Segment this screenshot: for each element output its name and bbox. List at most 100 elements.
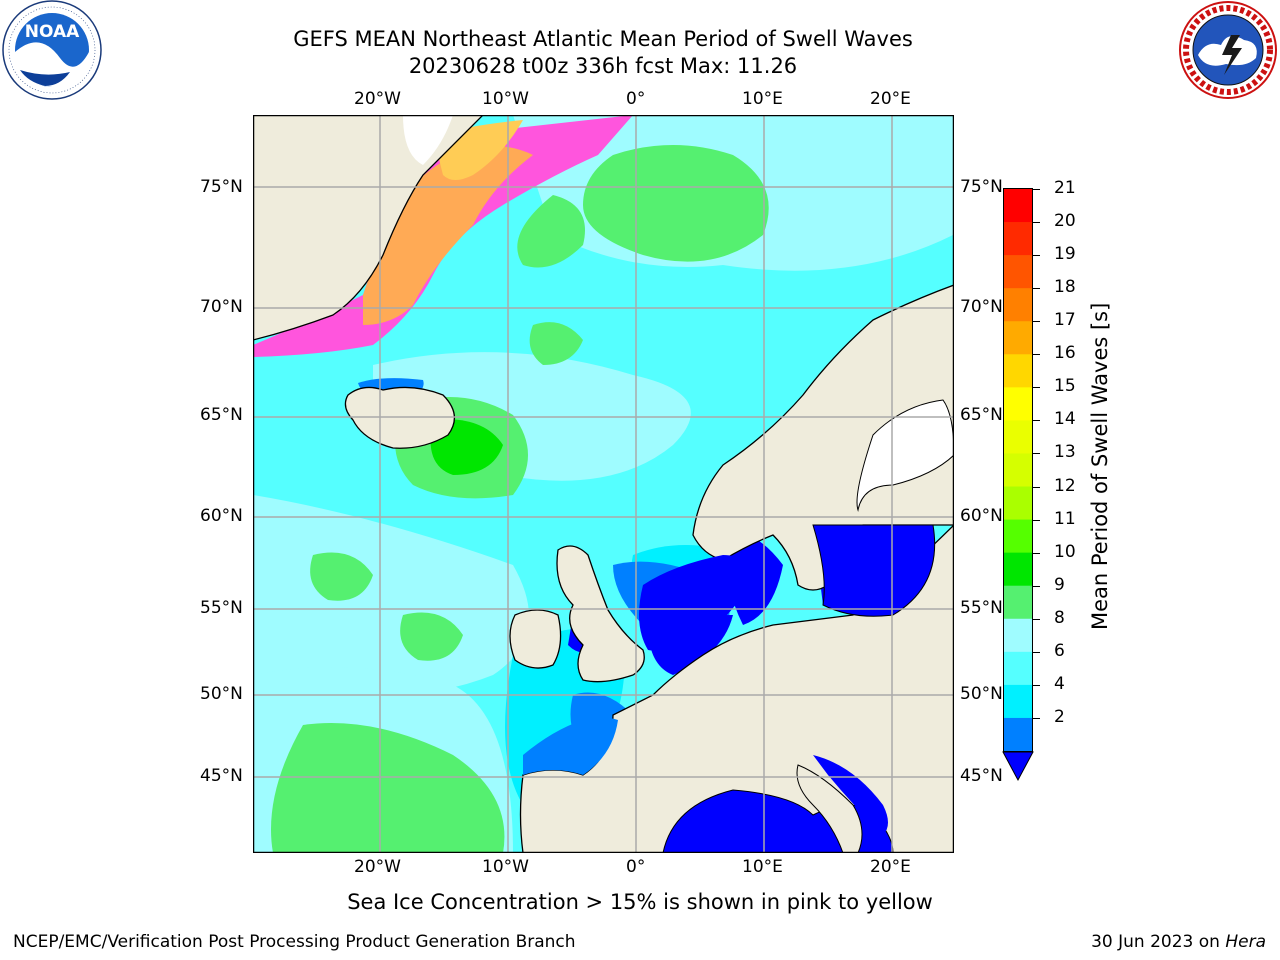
- colorbar-cell: [1004, 618, 1032, 653]
- colorbar-tick-label: 20: [1054, 211, 1076, 232]
- lon-tick-top: 0°: [626, 89, 646, 109]
- colorbar-cell: [1004, 684, 1032, 719]
- colorbar-cell: [1004, 651, 1032, 686]
- colorbar-tick-mark: [1032, 354, 1040, 356]
- land-iceland: [344, 386, 455, 449]
- noaa-logo-text: NOAA: [25, 22, 80, 42]
- lon-tick-top: 10°W: [482, 89, 529, 109]
- chart-subtitle: 20230628 t00z 336h fcst Max: 11.26: [408, 54, 798, 78]
- colorbar-tick-label: 8: [1054, 607, 1065, 628]
- land-great-britain: [556, 545, 645, 683]
- lon-tick-bottom: 10°W: [482, 857, 529, 877]
- graticule: [253, 115, 954, 853]
- north-sea: [639, 555, 749, 651]
- noaa-logo: NOAA: [2, 0, 102, 100]
- lat-tick-left: 75°N: [200, 177, 243, 197]
- lat-tick-left: 45°N: [200, 766, 243, 786]
- colorbar-tick-mark: [1032, 717, 1040, 719]
- land-scandinavia: [692, 284, 954, 591]
- colorbar-tick-mark: [1032, 222, 1040, 224]
- lat-tick-left: 60°N: [200, 506, 243, 526]
- footer-date: 30 Jun 2023 on Hera: [1091, 932, 1266, 952]
- colorbar-tick-mark: [1032, 453, 1040, 455]
- lat-tick-left: 65°N: [200, 405, 243, 425]
- swell-zone-green: [529, 322, 583, 365]
- colorbar-tick-mark: [1032, 255, 1040, 257]
- map-frame: [253, 115, 954, 853]
- lat-tick-left: 55°N: [200, 598, 243, 618]
- colorbar-tick-label: 19: [1054, 244, 1076, 265]
- colorbar-tick-mark: [1032, 684, 1040, 686]
- lat-tick-left: 50°N: [200, 684, 243, 704]
- colorbar-cell: [1004, 420, 1032, 454]
- lat-tick-right: 60°N: [960, 506, 1003, 526]
- swell-zone-light: [253, 495, 529, 695]
- footer-credit: NCEP/EMC/Verification Post Processing Pr…: [13, 932, 576, 952]
- lon-tick-bottom: 0°: [626, 857, 646, 877]
- colorbar-cell: [1004, 552, 1032, 587]
- colorbar-tick-mark: [1032, 321, 1040, 323]
- nws-logo: [1179, 1, 1277, 99]
- colorbar-extend-arrow: [1002, 751, 1034, 782]
- lat-tick-right: 50°N: [960, 684, 1003, 704]
- colorbar-tick-label: 4: [1054, 673, 1065, 694]
- lat-tick-right: 70°N: [960, 297, 1003, 317]
- colorbar-tick-label: 2: [1054, 706, 1065, 727]
- bay-of-biscay: [523, 717, 618, 775]
- lat-tick-right: 45°N: [960, 766, 1003, 786]
- colorbar-cell: [1004, 222, 1032, 256]
- colorbar-tick-mark: [1032, 288, 1040, 290]
- colorbar-tick-label: 10: [1054, 541, 1076, 562]
- land-greenland: [253, 115, 484, 341]
- colorbar-tick-label: 15: [1054, 376, 1076, 397]
- colorbar-tick-mark: [1032, 387, 1040, 389]
- colorbar-tick-label: 17: [1054, 310, 1076, 331]
- colorbar-cell: [1004, 585, 1032, 620]
- adriatic-sea: [813, 755, 888, 835]
- baltic-sea: [812, 524, 936, 617]
- lon-tick-top: 20°E: [870, 89, 911, 109]
- map-panel: [253, 115, 954, 853]
- colorbar-tick-mark: [1032, 585, 1040, 587]
- swell-zone-green: [517, 195, 585, 268]
- colorbar-tick-mark: [1032, 486, 1040, 488]
- lat-tick-right: 65°N: [960, 405, 1003, 425]
- sea-ice-note: Sea Ice Concentration > 15% is shown in …: [347, 890, 933, 914]
- colorbar-tick-label: 16: [1054, 343, 1076, 364]
- swell-zone-green: [310, 552, 373, 601]
- swell-zone-green: [583, 145, 769, 262]
- lat-tick-right: 75°N: [960, 177, 1003, 197]
- colorbar-tick-label: 9: [1054, 574, 1065, 595]
- sea-ice-field: [363, 145, 533, 325]
- lon-tick-bottom: 20°W: [354, 857, 401, 877]
- lon-tick-top: 20°W: [354, 89, 401, 109]
- colorbar-tick-mark: [1032, 651, 1040, 653]
- colorbar-cell: [1004, 486, 1032, 521]
- swell-zone-deep-blue: [723, 533, 783, 625]
- colorbar-cell: [1004, 453, 1032, 488]
- lon-tick-top: 10°E: [742, 89, 783, 109]
- colorbar-tick-mark: [1032, 420, 1040, 422]
- land-ireland: [509, 609, 562, 669]
- colorbar-tick-mark: [1032, 618, 1040, 620]
- colorbar-tick-mark: [1032, 519, 1040, 521]
- colorbar-cell: [1004, 717, 1032, 752]
- colorbar-tick-label: 6: [1054, 640, 1065, 661]
- chart-title: GEFS MEAN Northeast Atlantic Mean Period…: [293, 27, 913, 51]
- lon-tick-bottom: 20°E: [870, 857, 911, 877]
- colorbar-tick-mark: [1032, 189, 1040, 190]
- swell-zone-green: [400, 612, 463, 661]
- colorbar-tick-label: 11: [1054, 508, 1076, 529]
- colorbar-tick-label: 13: [1054, 442, 1076, 463]
- colorbar-label: Mean Period of Swell Waves [s]: [1088, 302, 1112, 630]
- land-italy: [796, 764, 863, 853]
- colorbar-cell: [1004, 354, 1032, 388]
- colorbar-tick-label: 12: [1054, 475, 1076, 496]
- colorbar-frame: [1003, 188, 1033, 752]
- colorbar-tick-label: 18: [1054, 277, 1076, 298]
- swell-zone-green: [271, 723, 505, 853]
- lon-tick-bottom: 10°E: [742, 857, 783, 877]
- colorbar-cell: [1004, 255, 1032, 289]
- colorbar-cell: [1004, 321, 1032, 355]
- colorbar-cell: [1004, 519, 1032, 554]
